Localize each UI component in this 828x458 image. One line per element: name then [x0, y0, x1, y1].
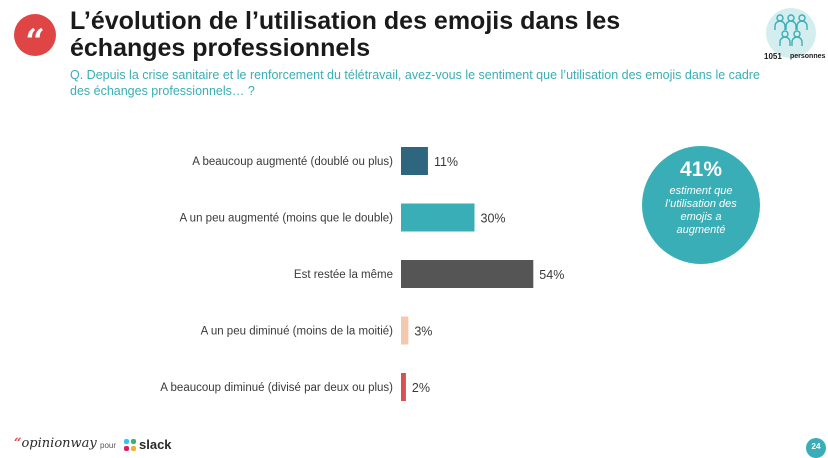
sample-badge-disc: [766, 8, 816, 58]
callout-bubble: 41% estiment que l’utilisation des emoji…: [642, 146, 760, 264]
brand-quote-mark: “: [14, 436, 22, 451]
bar-value-label: 11%: [434, 155, 458, 169]
bar-value-label: 54%: [539, 268, 564, 282]
callout-value: 41%: [679, 158, 723, 181]
slack-logo-icon: [124, 439, 137, 452]
quote-marks-icon: “: [14, 14, 56, 59]
slack-wordmark: slack: [139, 437, 172, 452]
bar-category-label: A beaucoup diminué (divisé par deux ou p…: [160, 382, 393, 394]
bar-value-label: 30%: [481, 212, 506, 226]
sample-size-badge: 1051 personnes: [764, 8, 826, 64]
brand-name: opinionway: [21, 436, 97, 451]
footer-for: pour: [100, 441, 117, 450]
bar: [401, 373, 406, 401]
people-group-icon: [774, 14, 808, 46]
bar: [401, 203, 475, 232]
sample-unit: personnes: [790, 53, 826, 60]
bar: [401, 260, 534, 288]
bar-category-label: Est restée la même: [294, 269, 393, 281]
bar-category-label: A beaucoup augmenté (doublé ou plus): [192, 156, 393, 168]
bar: [401, 147, 428, 175]
bar: [401, 316, 409, 345]
opinionway-logo: “opinionway: [14, 436, 97, 451]
bar-value-label: 2%: [412, 381, 430, 395]
bar-value-label: 3%: [414, 325, 432, 339]
callout-text: estiment que l’utilisation des emojis a …: [665, 185, 737, 236]
bar-category-label: A un peu diminué (moins de la moitié): [201, 326, 394, 338]
page-title: L’évolution de l’utilisation des emojis …: [70, 7, 621, 62]
page-number: 24: [806, 438, 826, 458]
sample-count: 1051: [764, 52, 782, 61]
bar-category-label: A un peu augmenté (moins que le double): [179, 213, 393, 225]
survey-question: Q. Depuis la crise sanitaire et le renfo…: [70, 68, 760, 98]
